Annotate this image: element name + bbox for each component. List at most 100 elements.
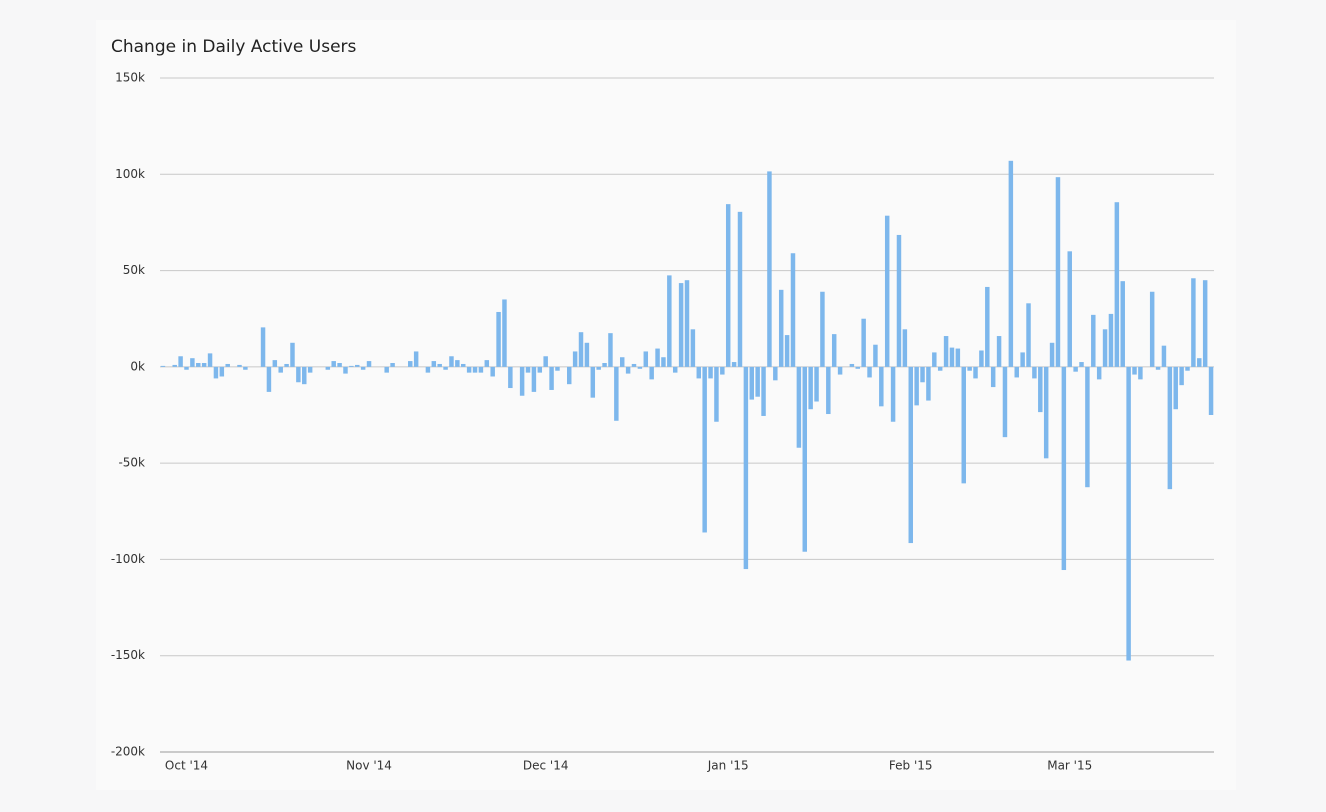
bar	[237, 364, 242, 367]
bar	[778, 289, 784, 367]
bar	[525, 366, 531, 373]
bar	[1096, 366, 1102, 380]
bar	[849, 363, 855, 367]
bar	[690, 329, 696, 367]
bar	[472, 366, 478, 373]
bar	[413, 351, 419, 367]
bar	[190, 358, 195, 367]
bar	[1155, 366, 1161, 370]
bar	[955, 348, 961, 367]
bar	[1167, 366, 1173, 490]
bar	[1038, 366, 1043, 413]
bar	[384, 366, 389, 373]
bar	[720, 366, 725, 375]
y-tick-label: 50k	[123, 263, 145, 277]
bar	[508, 366, 513, 389]
bar	[643, 351, 649, 367]
bar	[602, 363, 607, 367]
bar	[366, 361, 372, 367]
bar	[808, 366, 813, 410]
bar	[196, 363, 201, 367]
bar	[449, 356, 454, 367]
bar	[260, 327, 266, 367]
bar	[1026, 303, 1031, 367]
x-tick-label: Mar '15	[1047, 759, 1092, 773]
bar	[708, 366, 713, 379]
bar	[702, 366, 707, 533]
bar	[219, 366, 225, 377]
bar	[873, 344, 878, 367]
bar	[272, 360, 278, 367]
bar	[160, 365, 166, 367]
bar	[896, 234, 902, 367]
y-tick-label: 0k	[130, 359, 145, 373]
bar	[213, 366, 219, 379]
bar	[902, 329, 908, 367]
bar	[566, 366, 572, 385]
bar	[572, 351, 578, 367]
bar	[1149, 291, 1155, 367]
bar	[408, 361, 413, 367]
bar	[549, 366, 554, 390]
bar	[225, 363, 230, 367]
bar	[443, 366, 448, 370]
bar	[1191, 278, 1196, 367]
bar	[266, 366, 272, 392]
bar	[284, 363, 289, 367]
bar	[678, 283, 684, 367]
bar	[278, 366, 283, 373]
bar	[331, 361, 336, 367]
bar	[519, 366, 525, 396]
bar	[343, 366, 348, 374]
bar	[655, 348, 660, 367]
bar	[867, 366, 872, 378]
bar	[296, 366, 301, 383]
bar	[578, 332, 584, 367]
bar	[590, 366, 596, 398]
bar	[584, 342, 590, 367]
x-tick-label: Jan '15	[707, 759, 749, 773]
bar	[879, 366, 884, 407]
bar	[625, 366, 631, 374]
bar	[949, 347, 955, 367]
bar	[360, 366, 366, 370]
bar	[831, 334, 837, 367]
bar	[761, 366, 766, 416]
bar	[725, 204, 731, 367]
bar	[855, 366, 860, 369]
bar	[537, 366, 543, 373]
x-tick-label: Dec '14	[523, 759, 569, 773]
bar	[1120, 281, 1125, 367]
bar	[1197, 358, 1202, 367]
bar	[979, 350, 984, 367]
bar	[1102, 329, 1108, 367]
bar	[502, 299, 507, 367]
bar	[355, 364, 360, 367]
bar	[1114, 202, 1120, 367]
bar	[696, 366, 702, 379]
x-tick-label: Feb '15	[889, 759, 933, 773]
bar	[985, 286, 990, 367]
bar	[243, 366, 248, 370]
bar	[967, 366, 972, 371]
bar	[637, 366, 643, 369]
bar	[614, 366, 619, 421]
bar	[1132, 366, 1137, 375]
bar	[461, 363, 466, 367]
bar	[207, 353, 213, 367]
bar	[201, 363, 207, 367]
y-tick-label: -100k	[111, 552, 145, 566]
bar	[1085, 366, 1090, 488]
bar	[466, 366, 472, 373]
bar	[820, 291, 825, 367]
bar	[743, 366, 749, 570]
bar	[861, 318, 866, 367]
bar	[349, 365, 354, 367]
bar	[826, 366, 831, 415]
bar	[1014, 366, 1019, 378]
bar	[749, 366, 755, 400]
bar	[1091, 314, 1096, 367]
bar	[455, 360, 460, 367]
